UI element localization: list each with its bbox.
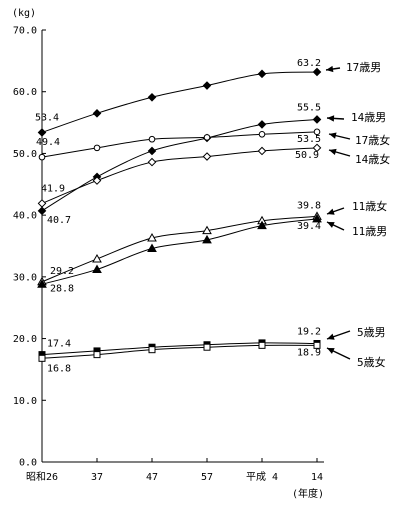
y-tick-label: 60.0 [13,87,37,98]
data-point [257,146,267,156]
x-tick-label: 57 [201,472,213,483]
data-point [258,341,266,349]
data-label: 53.5 [297,134,321,145]
legend-label: 14歳男 [351,111,386,124]
data-point [257,120,267,129]
data-point [38,153,46,161]
data-point [147,146,157,156]
data-label: 39.8 [297,200,321,211]
data-point [147,232,157,242]
data-point [203,343,211,351]
y-tick-label: 40.0 [13,211,37,222]
x-tick-label: 37 [91,472,103,483]
legend: 17歳男 14歳男 17歳女 14歳女 11歳女 11歳男 5歳男 5歳女 [325,61,390,369]
data-point [92,109,102,118]
y-tick-label: 30.0 [13,272,37,283]
data-point [93,351,101,359]
legend-label: 17歳女 [355,133,390,147]
legend-label: 14歳女 [355,152,390,166]
data-labels: 53.4 63.2 40.7 55.5 49.4 53.5 41.9 50.9 29.2 39.8… [35,58,321,374]
legend-arrow-head [329,132,337,139]
data-label: 39.4 [297,221,321,232]
data-label: 40.7 [47,215,71,226]
data-point [37,279,47,288]
data-label: 41.9 [41,183,65,194]
data-point [38,354,46,362]
legend-label: 5歳男 [357,326,386,339]
legend-label: 5歳女 [357,355,386,369]
data-point [37,206,47,216]
data-label: 17.4 [47,339,71,350]
data-label: 16.8 [47,363,71,374]
data-point [147,243,157,252]
y-tick-label: 0.0 [19,458,37,469]
data-point [312,115,322,124]
data-point [312,213,322,223]
y-axis-unit-label: (kg) [12,8,36,19]
legend-label: 11歳男 [352,225,387,238]
legend-arrow-head [327,208,335,215]
data-point [312,67,322,77]
series-line [41,131,318,158]
legend-label: 17歳男 [346,61,381,74]
data-point [202,152,212,161]
data-point [203,134,211,141]
x-tick-label: 平成 4 [246,471,278,483]
legend-arrow-head [327,115,335,122]
data-point [147,92,157,102]
data-point [202,234,212,244]
axes: 0.0 10.0 20.0 30.0 40.0 50.0 60.0 70.0 昭和26 37 47 5… [13,26,324,483]
legend-arrow-head [327,333,335,340]
legend-arrow-head [327,348,335,354]
series-line [41,147,318,204]
data-label: 63.2 [297,58,321,69]
data-point [92,176,102,185]
x-tick-label: 14 [311,472,323,483]
data-point [202,225,212,235]
data-point [37,199,47,208]
data-point [92,253,102,263]
data-point [258,130,266,138]
legend-arrow-head [329,148,337,155]
y-tick-label: 20.0 [13,334,37,345]
series-line [41,342,318,356]
x-tick-label: 昭和26 [26,471,58,483]
series-line [41,218,318,285]
data-label: 19.2 [297,327,321,338]
data-point [148,135,156,143]
data-point [37,128,47,137]
data-label: 53.4 [35,112,59,123]
x-axis-unit-label: (年度) [292,487,324,500]
data-label: 49.4 [36,137,60,148]
legend-arrow-head [327,222,335,228]
data-point [148,346,156,354]
data-point [312,143,322,153]
data-label: 28.8 [50,283,74,294]
y-tick-label: 10.0 [13,396,37,407]
data-label: 18.9 [297,347,321,358]
data-point [92,264,102,273]
series-line [41,71,318,133]
data-point [313,128,321,136]
data-label: 29.2 [50,266,74,277]
series-markers [37,67,322,362]
data-point [313,341,321,349]
y-tick-label: 70.0 [13,26,37,37]
data-label: 55.5 [297,102,321,113]
legend-label: 11歳女 [352,199,387,213]
data-point [147,157,157,167]
x-tick-label: 47 [146,472,158,483]
series-lines [41,71,318,359]
series-line [41,215,318,283]
data-label: 50.9 [295,150,319,161]
data-point [202,81,212,90]
data-point [257,69,267,79]
data-point [257,220,267,230]
y-tick-label: 50.0 [13,149,37,160]
series-line [41,344,318,359]
data-point [93,144,101,152]
legend-arrow-head [326,65,334,73]
